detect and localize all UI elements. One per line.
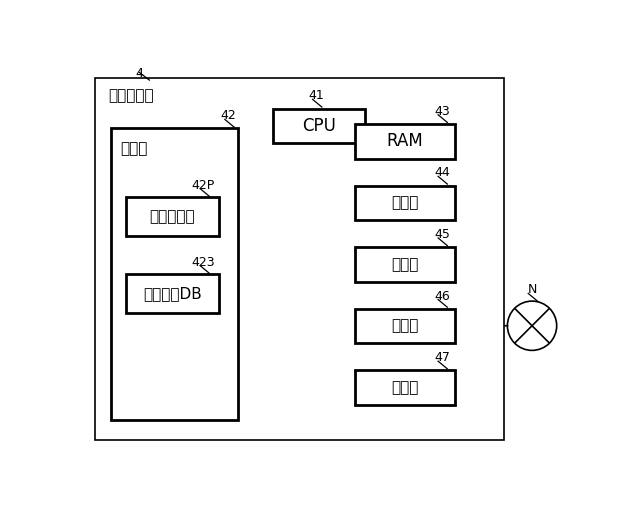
Text: N: N — [527, 283, 537, 296]
Bar — [273, 109, 365, 143]
Bar — [355, 186, 455, 220]
Bar — [95, 78, 504, 440]
Text: 44: 44 — [434, 166, 450, 179]
Text: 4: 4 — [136, 68, 143, 81]
Bar — [111, 128, 238, 421]
Text: 計時部: 計時部 — [391, 380, 419, 395]
Text: 41: 41 — [308, 89, 324, 102]
Bar — [126, 274, 219, 313]
Text: 42: 42 — [220, 109, 236, 122]
Text: サーバ装置: サーバ装置 — [109, 88, 154, 103]
Bar — [355, 370, 455, 405]
Text: CPU: CPU — [302, 117, 336, 135]
Text: 通信部: 通信部 — [391, 319, 419, 334]
Text: 入力部: 入力部 — [391, 196, 419, 211]
Bar — [355, 309, 455, 343]
Text: 価格情報DB: 価格情報DB — [143, 286, 202, 301]
Text: 423: 423 — [191, 256, 215, 269]
Text: 46: 46 — [434, 290, 450, 303]
Text: 45: 45 — [434, 228, 450, 241]
Bar — [355, 124, 455, 159]
Text: 47: 47 — [434, 351, 450, 364]
Text: 記憶部: 記憶部 — [120, 141, 147, 156]
Text: 43: 43 — [434, 105, 450, 118]
Text: 表示部: 表示部 — [391, 257, 419, 272]
Text: プログラム: プログラム — [150, 209, 195, 224]
Text: 42P: 42P — [191, 179, 215, 192]
Bar — [126, 197, 219, 236]
Bar — [355, 247, 455, 282]
Text: RAM: RAM — [387, 132, 424, 150]
